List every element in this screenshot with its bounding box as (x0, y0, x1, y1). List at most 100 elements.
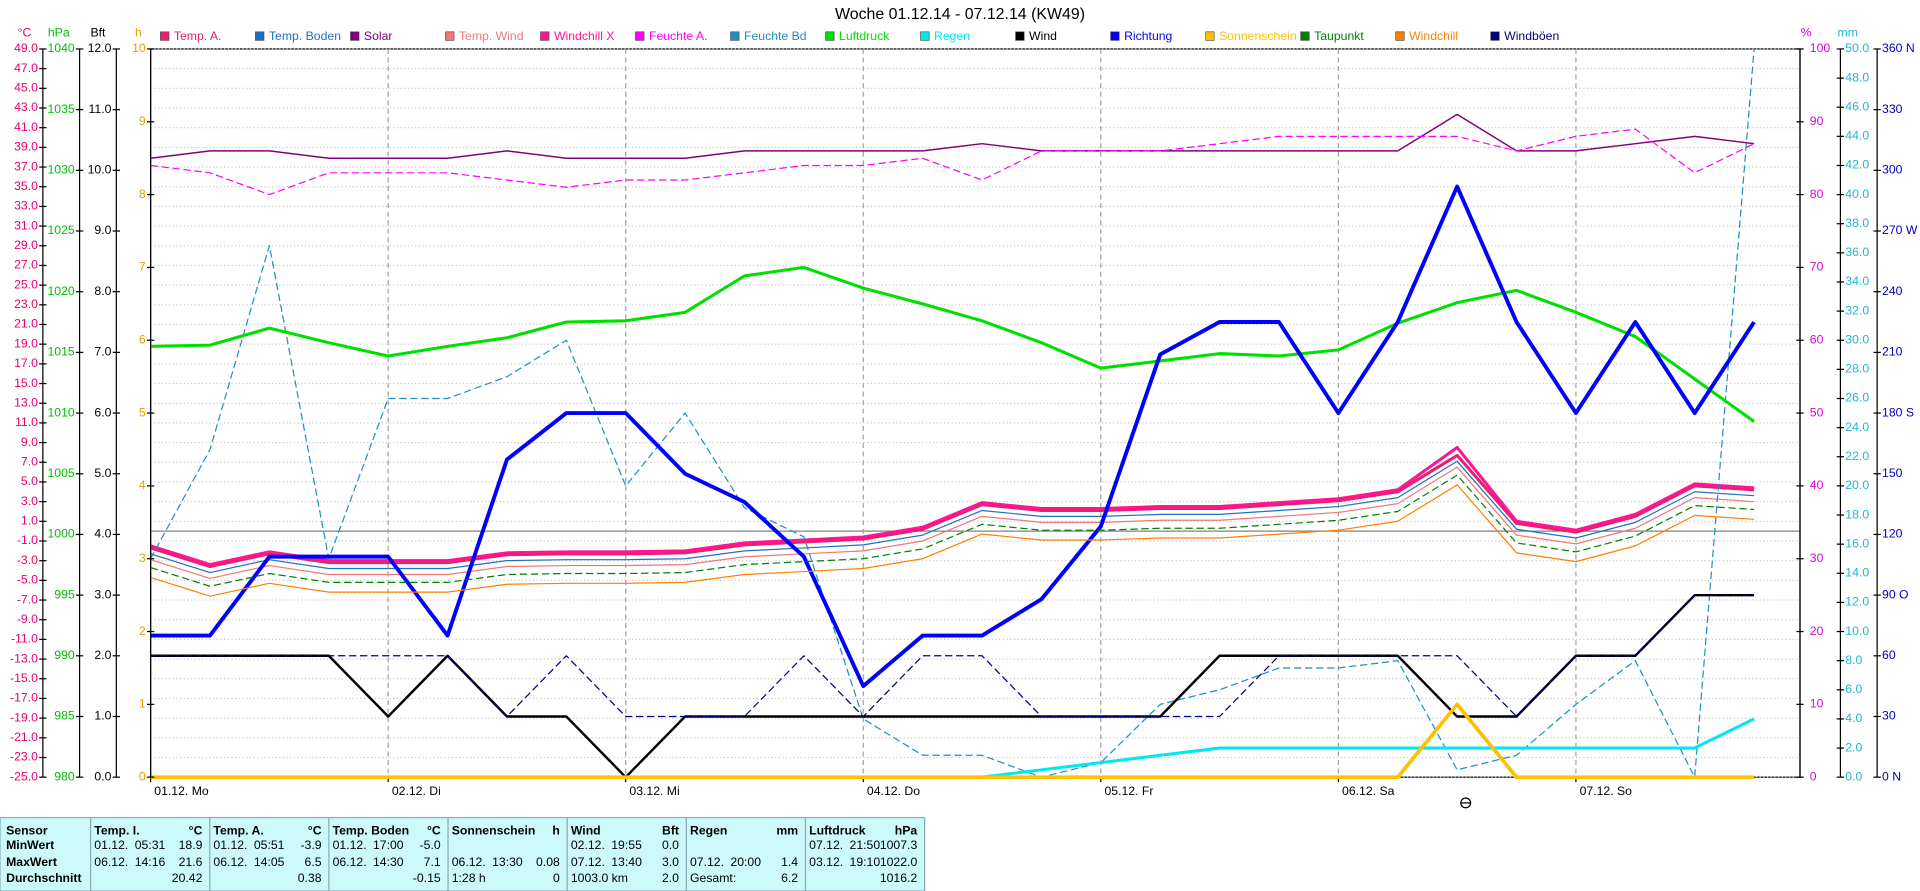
table-cell: 06.12. (452, 855, 486, 869)
table-cell: 0.08 (536, 855, 560, 869)
row-label: MaxWert (6, 855, 57, 869)
series-line (150, 265, 1755, 423)
y-tick-label: 330 (1882, 102, 1903, 116)
legend-label: Solar (364, 29, 393, 43)
y-tick-label: 12.0 (1845, 595, 1869, 609)
series-line (150, 184, 1756, 689)
y-tick-label: 1010 (47, 405, 74, 419)
y-tick-label: 14.0 (1845, 566, 1869, 580)
x-tick-label: 06.12. Sa (1342, 784, 1395, 798)
column-header: Temp. Boden (333, 823, 410, 837)
legend-label: Temp. Boden (269, 29, 341, 43)
row-label: MinWert (6, 838, 54, 852)
y-tick-label: 100 (1810, 41, 1831, 55)
table-cell: 05:51 (254, 838, 285, 852)
series-line (150, 484, 1755, 597)
legend-label: Sonnenschein (1219, 29, 1297, 43)
table-cell: 1:28 h (452, 871, 486, 885)
y-tick-label: 11.0 (89, 102, 112, 116)
y-tick-label: -15.0 (10, 671, 38, 685)
legend-swatch (1015, 31, 1025, 41)
y-tick-label: 38.0 (1845, 216, 1869, 230)
y-tick-label: 42.0 (1845, 158, 1869, 172)
y-tick-label: -5.0 (17, 573, 38, 587)
table-cell: 0.38 (298, 871, 322, 885)
y-tick-label: 2.0 (94, 648, 111, 662)
y-tick-label: 7.0 (21, 455, 38, 469)
y-tick-label: 50.0 (1845, 41, 1869, 55)
series-line (150, 48, 1755, 778)
y-tick-label: 10 (1810, 697, 1824, 711)
table-cell: 14:30 (373, 855, 404, 869)
y-tick-label: 12.0 (88, 41, 112, 55)
y-tick-label: 80 (1810, 187, 1824, 201)
column-header: Temp. I. (94, 823, 139, 837)
y-tick-label: 1015 (47, 345, 74, 359)
y-tick-label: 25.0 (14, 277, 38, 291)
x-tick-label: 04.12. Do (867, 784, 920, 798)
legend-label: Feuchte Bd (744, 29, 807, 43)
y-tick-label: 8.0 (1845, 653, 1862, 667)
y-tick-label: 8 (139, 187, 146, 201)
axis-label: Bft (90, 25, 106, 39)
y-tick-label: 2.0 (1845, 740, 1862, 754)
y-tick-label: 10.0 (88, 163, 112, 177)
legend-label: Richtung (1124, 29, 1172, 43)
table-cell: 1.4 (781, 855, 798, 869)
x-tick-label: 07.12. So (1580, 784, 1633, 798)
plot-area (150, 48, 1801, 778)
legend-swatch (255, 31, 265, 41)
y-tick-label: 5.0 (21, 474, 38, 488)
y-tick-label: 50 (1810, 405, 1824, 419)
legend-label: Windböen (1504, 29, 1559, 43)
y-tick-label: 17.0 (14, 356, 38, 370)
legend-swatch (350, 31, 360, 41)
table-cell: 05:31 (135, 838, 166, 852)
column-header: Luftdruck (809, 823, 866, 837)
y-tick-label: 27.0 (14, 258, 38, 272)
legend-swatch (825, 31, 835, 41)
y-tick-label: 20 (1810, 624, 1824, 638)
table-cell: 19:10 (850, 855, 881, 869)
table-cell: 1007.3 (880, 838, 918, 852)
column-unit: mm (776, 823, 798, 837)
row-label: Durchschnitt (6, 871, 81, 885)
series-line (150, 702, 1755, 780)
y-tick-label: -3.0 (17, 553, 38, 567)
table-cell: 07.12. (690, 855, 724, 869)
y-tick-label: 34.0 (1845, 274, 1869, 288)
y-tick-label: 90 (1810, 114, 1824, 128)
x-tick-label: 05.12. Fr (1104, 784, 1153, 798)
legend-swatch (1490, 31, 1500, 41)
y-tick-label: 46.0 (1845, 99, 1869, 113)
y-tick-label: 13.0 (14, 395, 38, 409)
y-tick-label: 37.0 (14, 159, 38, 173)
y-tick-label: 9.0 (94, 223, 111, 237)
legend-label: Feuchte A. (649, 29, 708, 43)
y-tick-label: 7.0 (94, 345, 111, 359)
legend-label: Luftdruck (839, 29, 890, 43)
y-tick-label: 47.0 (14, 61, 38, 75)
y-tick-label: 26.0 (1845, 391, 1869, 405)
y-tick-label: 32.0 (1845, 303, 1869, 317)
y-tick-label: 18.0 (1845, 507, 1869, 521)
y-tick-label: 40.0 (1845, 187, 1869, 201)
table-cell: 01.12. (213, 838, 247, 852)
table-cell: 17:00 (373, 838, 404, 852)
table-cell: 14:05 (254, 855, 285, 869)
table-cell: 0.0 (662, 838, 679, 852)
y-tick-label: 15.0 (14, 376, 38, 390)
column-header: Wind (571, 823, 601, 837)
y-tick-label: 60 (1882, 648, 1896, 662)
series-line (150, 113, 1755, 159)
table-cell: 01.12. (94, 838, 128, 852)
table-cell: 1003.0 km (571, 871, 628, 885)
legend-swatch (1300, 31, 1310, 41)
y-tick-label: 4.0 (1845, 711, 1862, 725)
legend-label: Wind (1029, 29, 1057, 43)
row-label: Sensor (6, 823, 48, 837)
table-cell: 06.12. (333, 855, 367, 869)
column-unit: h (552, 823, 559, 837)
legend-swatch (635, 31, 645, 41)
y-tick-label: 2 (139, 624, 146, 638)
